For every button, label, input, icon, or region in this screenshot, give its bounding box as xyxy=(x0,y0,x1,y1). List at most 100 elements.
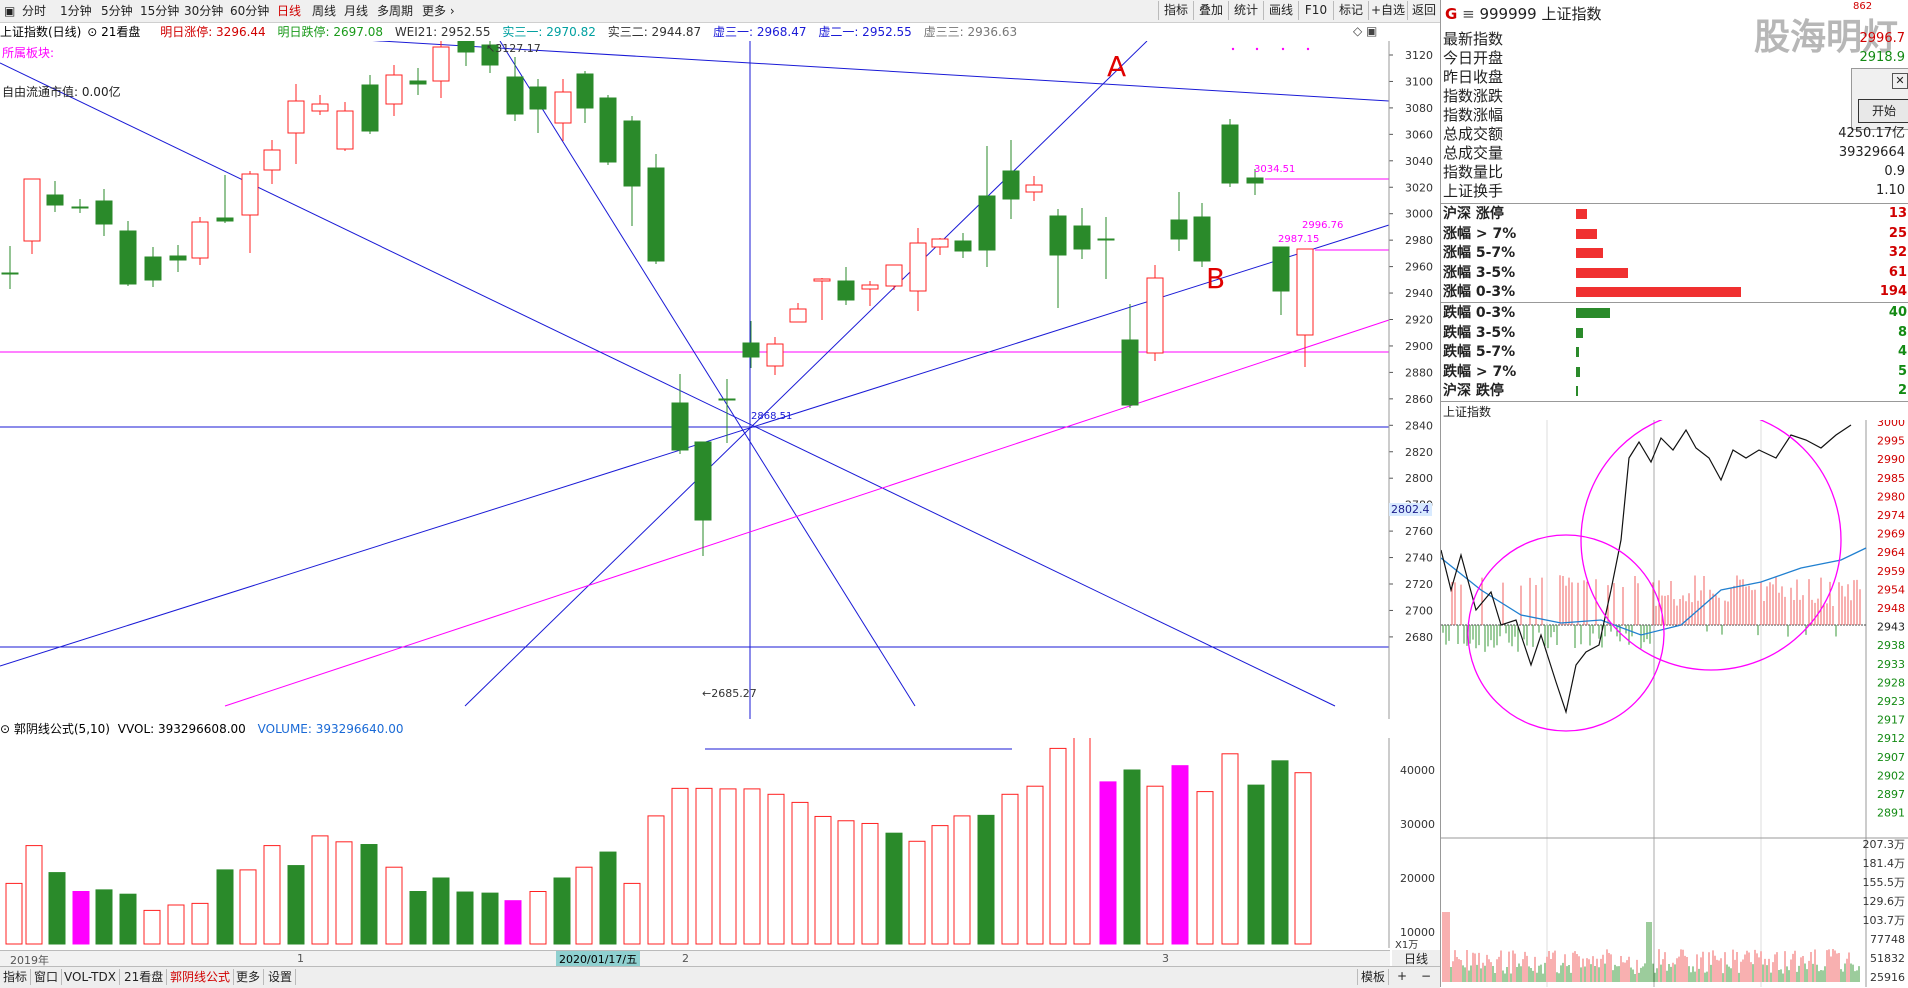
stat-label: 今日开盘 xyxy=(1443,49,1504,67)
toolbar-menu-icon[interactable]: ▣ xyxy=(4,4,16,18)
indicator-info-bar: 上证指数(日线) ⊙ 21看盘 明日涨停: 3296.44 明日跌停: 2697… xyxy=(0,23,1385,41)
tab-indicator[interactable]: 指标 xyxy=(0,969,32,985)
candle xyxy=(1193,203,1211,267)
candle-body xyxy=(95,200,113,225)
intraday-tick: 2980 xyxy=(1877,490,1905,503)
price-tick: 3080 xyxy=(1405,102,1433,115)
divider xyxy=(1441,401,1908,402)
breadth-bar xyxy=(1576,308,1610,318)
period-5min[interactable]: 5分钟 xyxy=(101,4,133,18)
period-1min[interactable]: 1分钟 xyxy=(60,4,92,18)
low-annotation: ←2685.27 xyxy=(702,687,757,700)
price-tick: 2880 xyxy=(1405,366,1433,379)
tab-guo-formula[interactable]: 郭阴线公式 xyxy=(167,969,235,985)
volume-bar xyxy=(885,832,903,945)
volume-bar xyxy=(95,889,113,945)
volume-bar xyxy=(623,882,641,945)
price-tick: 2840 xyxy=(1405,419,1433,432)
volume-formula-name[interactable]: ⊙ 郭阴线公式(5,10) xyxy=(0,722,110,736)
candle-body xyxy=(144,256,162,281)
candle xyxy=(671,374,689,454)
candle xyxy=(216,175,234,223)
watermark: 股海明灯 xyxy=(1754,17,1899,58)
period-multi[interactable]: 多周期 xyxy=(377,4,414,18)
candle xyxy=(191,217,209,265)
tab-21-view[interactable]: 21看盘 xyxy=(121,969,168,985)
period-weekly[interactable]: 周线 xyxy=(312,4,337,18)
zoom-out-icon[interactable]: − xyxy=(1421,969,1432,983)
breadth-value: 2 xyxy=(1897,383,1907,398)
chart-corner-icons[interactable]: ◇ ▣ xyxy=(1353,24,1378,38)
volume-bar xyxy=(432,877,450,945)
volume-tick: 40000 xyxy=(1400,764,1435,777)
breadth-label: 跌幅 > 7% xyxy=(1443,363,1517,380)
candle xyxy=(144,247,162,287)
period-daily[interactable]: 日线 xyxy=(277,4,302,18)
candle-body xyxy=(23,178,41,242)
tab-settings[interactable]: 设置 xyxy=(265,969,297,985)
tab-vol-tdx[interactable]: VOL-TDX xyxy=(61,969,120,985)
volume-chart[interactable]: 40000 30000 20000 10000 xyxy=(0,738,1440,948)
intraday-tick: 2902 xyxy=(1877,769,1905,782)
btn-back[interactable]: 返回 xyxy=(1407,1,1440,20)
volume-bar xyxy=(360,844,378,945)
intraday-vol-tick: 25916 xyxy=(1870,971,1905,984)
intraday-tick: 2959 xyxy=(1877,565,1905,578)
menu-icon[interactable]: ≡ xyxy=(1462,5,1475,23)
candle-body xyxy=(554,91,572,124)
dialog-start-button[interactable]: 开始 xyxy=(1858,99,1908,123)
volume-bar xyxy=(695,787,713,945)
volume-formula-label: 郭阴线公式(5,10) xyxy=(13,722,110,736)
candle xyxy=(554,79,572,141)
stat-value: 1.10 xyxy=(1876,183,1905,198)
quote-header: G ≡ 999999 上证指数 xyxy=(1445,3,1602,24)
template-button[interactable]: 模板 xyxy=(1357,969,1390,985)
main-chart-lines xyxy=(0,41,1390,719)
volume-unit: X1万 xyxy=(1395,940,1419,951)
btn-overlay[interactable]: 叠加 xyxy=(1193,1,1228,20)
period-60min[interactable]: 60分钟 xyxy=(230,4,270,18)
dialog-close-icon[interactable]: ✕ xyxy=(1892,73,1908,89)
period-15min[interactable]: 15分钟 xyxy=(140,4,180,18)
view-selector[interactable]: ⊙ 21看盘 xyxy=(87,25,141,39)
period-intraday[interactable]: 分时 xyxy=(22,4,47,18)
zoom-in-icon[interactable]: + xyxy=(1397,969,1408,983)
volume-bar xyxy=(311,835,329,945)
candlestick-chart[interactable]: 3120 3100 3080 3060 3040 3020 3000 2980 2960 2940… xyxy=(0,41,1440,719)
intraday-chart[interactable]: 3000 2995 2990 2985 2980 2974 2969 2964 2959 2954… xyxy=(1441,420,1908,987)
candle-body xyxy=(1097,238,1115,241)
btn-draw[interactable]: 画线 xyxy=(1263,1,1298,20)
breadth-label: 涨幅 > 7% xyxy=(1443,225,1517,242)
btn-f10[interactable]: F10 xyxy=(1298,1,1333,20)
volume-bar xyxy=(409,891,427,945)
real31-value: 实三一: 2970.82 xyxy=(502,25,596,39)
btn-add-watchlist[interactable]: +自选 xyxy=(1368,1,1407,20)
volume-bar xyxy=(908,840,926,945)
candle xyxy=(837,267,855,305)
fan-line xyxy=(464,41,1148,707)
candle xyxy=(789,303,807,323)
period-30min[interactable]: 30分钟 xyxy=(184,4,224,18)
btn-indicator[interactable]: 指标 xyxy=(1158,1,1193,20)
date-month-1: 1 xyxy=(297,952,304,965)
divider xyxy=(1441,302,1908,303)
candle xyxy=(23,178,41,254)
intraday-tick: 2907 xyxy=(1877,751,1905,764)
stat-value: 2918.9 xyxy=(1859,50,1906,65)
stat-value: 4250.17亿 xyxy=(1838,126,1905,141)
btn-mark[interactable]: 标记 xyxy=(1333,1,1368,20)
candle-body xyxy=(311,103,329,112)
period-more[interactable]: 更多 › xyxy=(422,4,455,18)
btn-stats[interactable]: 统计 xyxy=(1228,1,1263,20)
candle-body xyxy=(361,84,379,132)
volume-bar xyxy=(1073,738,1091,945)
intraday-title: 上证指数 xyxy=(1443,405,1492,419)
volume-axis: 40000 30000 20000 10000 xyxy=(1388,738,1435,948)
volume-bar xyxy=(647,815,665,945)
candle xyxy=(1170,192,1188,251)
period-monthly[interactable]: 月线 xyxy=(344,4,369,18)
candle xyxy=(409,68,427,95)
price-tick: 3020 xyxy=(1405,181,1433,194)
tab-more[interactable]: 更多 xyxy=(233,969,265,985)
tab-window[interactable]: 窗口 xyxy=(31,969,63,985)
